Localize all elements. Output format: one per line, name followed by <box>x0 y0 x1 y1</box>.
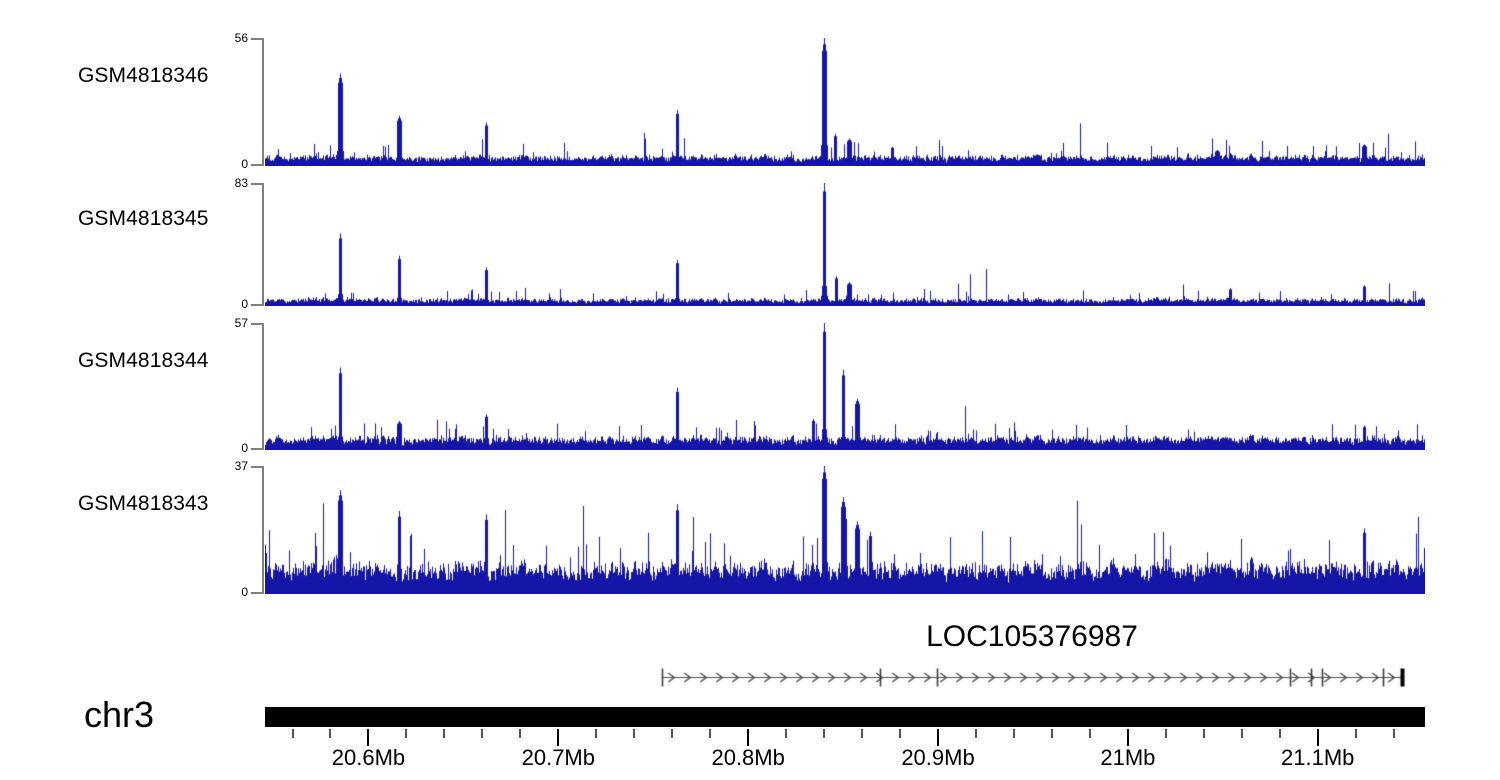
axis-tick-minor <box>1392 729 1395 738</box>
y-axis <box>251 466 264 594</box>
track-label-gsm4818344: GSM4818344 <box>78 348 209 372</box>
coverage-plot-area[interactable] <box>265 466 1425 594</box>
coverage-signal <box>265 466 1425 594</box>
axis-tick-minor <box>709 729 712 738</box>
axis-tick-minor <box>443 729 446 738</box>
axis-tick-minor <box>1278 729 1281 738</box>
y-axis-max-label: 56 <box>234 31 248 45</box>
y-axis-min-label: 0 <box>241 585 248 599</box>
y-axis-tick-max <box>251 466 263 468</box>
y-axis-tick-max <box>251 38 263 40</box>
axis-tick-label: 21.1Mb <box>1281 745 1355 770</box>
track-label-gsm4818345: GSM4818345 <box>78 206 209 230</box>
y-axis <box>251 323 264 450</box>
axis-tick-minor <box>861 729 864 738</box>
axis-tick-label: 20.7Mb <box>521 745 596 770</box>
gene-model-canvas <box>0 664 1500 690</box>
y-axis <box>251 183 264 306</box>
y-axis-max-label: 57 <box>234 316 248 330</box>
axis-tick-minor <box>1012 729 1015 738</box>
y-axis-tick-max <box>251 183 263 185</box>
y-axis-max-label: 37 <box>234 459 248 473</box>
axis-tick-label: 20.9Mb <box>901 745 975 770</box>
track-label-gsm4818346: GSM4818346 <box>78 64 209 87</box>
axis-tick-minor <box>595 729 598 738</box>
axis-tick-major <box>557 729 560 746</box>
axis-tick-minor <box>1202 729 1205 738</box>
axis-tick-minor <box>1088 729 1091 738</box>
y-axis-tick-min <box>251 592 263 594</box>
y-axis-line <box>262 466 264 594</box>
coverage-plot-area[interactable] <box>265 323 1425 450</box>
axis-tick-minor <box>1240 729 1243 738</box>
y-axis-tick-max <box>251 323 263 325</box>
axis-tick-minor <box>405 729 408 738</box>
axis-tick-minor <box>291 729 294 738</box>
axis-tick-minor <box>823 729 826 738</box>
coverage-plot-area[interactable] <box>265 38 1425 166</box>
axis-tick-label: 20.8Mb <box>711 745 785 770</box>
y-axis-line <box>262 323 264 450</box>
coverage-signal <box>265 323 1425 450</box>
chromosome-ideogram-bar[interactable] <box>265 707 1425 727</box>
axis-tick-minor <box>519 729 522 738</box>
axis-tick-minor <box>1354 729 1357 738</box>
track-label-gsm4818343: GSM4818343 <box>78 492 209 515</box>
axis-tick-minor <box>785 729 788 738</box>
y-axis-min-label: 0 <box>241 297 248 311</box>
axis-tick-minor <box>329 729 332 738</box>
axis-tick-major <box>747 729 750 746</box>
axis-tick-major <box>937 729 940 746</box>
y-axis-tick-min <box>251 304 263 306</box>
gene-model[interactable] <box>0 664 1500 690</box>
y-axis <box>251 38 264 166</box>
axis-tick-label: 20.6Mb <box>331 745 406 770</box>
chromosome-label: chr3 <box>84 694 155 735</box>
axis-tick-major <box>1316 729 1319 746</box>
axis-tick-minor <box>974 729 977 738</box>
axis-tick-minor <box>481 729 484 738</box>
axis-tick-minor <box>1164 729 1167 738</box>
y-axis-max-label: 83 <box>234 176 248 190</box>
coverage-plot-area[interactable] <box>265 183 1425 306</box>
axis-tick-major <box>367 729 370 746</box>
y-axis-tick-min <box>251 164 263 166</box>
y-axis-min-label: 0 <box>241 157 248 171</box>
axis-tick-label: 21Mb <box>1100 745 1156 770</box>
axis-tick-minor <box>899 729 902 738</box>
coverage-signal <box>265 183 1425 306</box>
y-axis-tick-min <box>251 448 263 450</box>
axis-tick-minor <box>633 729 636 738</box>
axis-tick-minor <box>1050 729 1053 738</box>
y-axis-line <box>262 183 264 306</box>
gene-label: LOC105376987 <box>926 620 1138 653</box>
y-axis-line <box>262 38 264 166</box>
coverage-signal <box>265 38 1425 166</box>
y-axis-min-label: 0 <box>241 441 248 455</box>
axis-tick-minor <box>671 729 674 738</box>
axis-tick-major <box>1126 729 1129 746</box>
